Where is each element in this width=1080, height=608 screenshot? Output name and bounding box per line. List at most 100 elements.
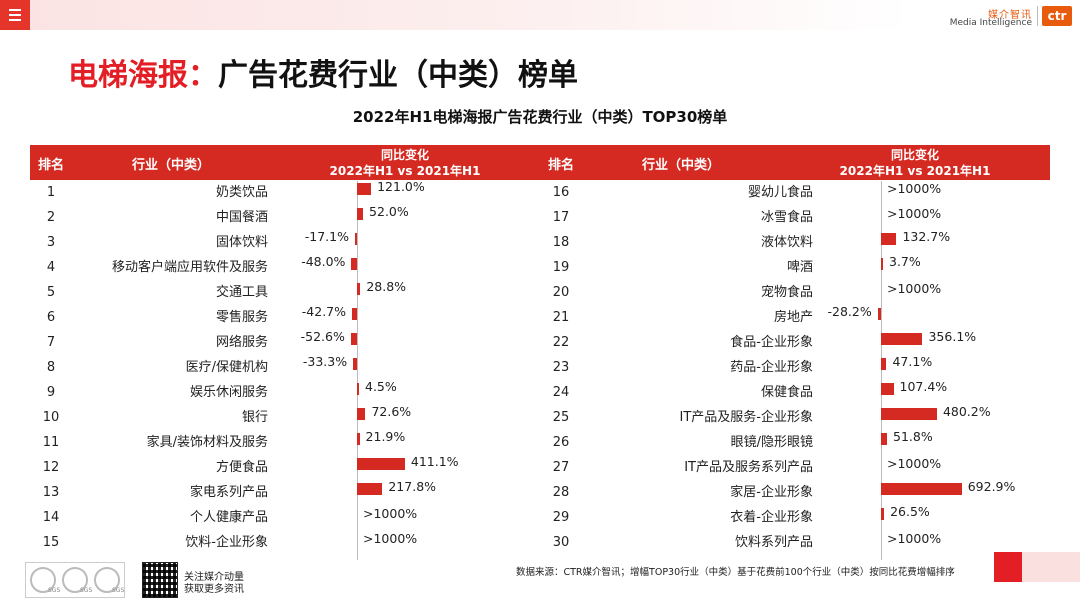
- page-title: 电梯海报：广告花费行业（中类）榜单: [68, 50, 578, 94]
- rank-label: 18: [552, 235, 570, 250]
- col-change-right-line2: 2022年H1 vs 2021年H1: [839, 164, 991, 178]
- value-label: 121.0%: [377, 179, 425, 194]
- industry-label: 网络服务: [215, 335, 268, 350]
- rank-label: 3: [46, 235, 56, 250]
- industry-label: 方便食品: [215, 460, 268, 475]
- value-label: -42.7%: [301, 304, 347, 319]
- value-label: >1000%: [363, 506, 418, 521]
- industry-label: 家居-企业形象: [730, 485, 813, 500]
- logo-en: Media Intelligence: [949, 18, 1032, 28]
- col-change-right-line1: 同比变化: [890, 148, 939, 162]
- certification-badges: SGS SGS SGS: [25, 562, 125, 598]
- data-bar: [881, 333, 923, 345]
- value-label: 411.1%: [410, 454, 459, 469]
- industry-label: 啤酒: [786, 260, 813, 275]
- data-bar: [881, 508, 885, 520]
- industry-label: 婴幼儿食品: [747, 185, 813, 200]
- industry-label: 食品-企业形象: [730, 335, 813, 350]
- ctr-logo: ctr: [1042, 6, 1072, 26]
- col-industry-left: 行业（中类）: [132, 158, 211, 173]
- data-bar: [357, 283, 361, 295]
- rank-label: 20: [552, 285, 570, 300]
- col-industry-right: 行业（中类）: [642, 158, 721, 173]
- value-label: 28.8%: [366, 279, 407, 294]
- value-label: 72.6%: [371, 404, 412, 419]
- rank-label: 27: [552, 460, 570, 475]
- rank-label: 21: [552, 310, 570, 325]
- industry-label: 医疗/保健机构: [185, 360, 268, 375]
- qr-code-icon[interactable]: [142, 562, 178, 598]
- data-bar: [353, 358, 357, 370]
- data-bar: [881, 383, 894, 395]
- rank-label: 29: [552, 510, 570, 525]
- sgs-badge-icon: [62, 567, 88, 593]
- page-title-highlight: 电梯海报：: [68, 58, 218, 93]
- chart-title: 2022年H1电梯海报广告花费行业（中类）TOP30榜单: [352, 108, 728, 126]
- data-bar: [881, 433, 888, 445]
- sgs-badge-icon: [94, 567, 120, 593]
- industry-label: 饮料系列产品: [734, 535, 813, 550]
- industry-label: 家电系列产品: [189, 485, 268, 500]
- rank-label: 6: [46, 310, 56, 325]
- value-label: -17.1%: [304, 229, 349, 244]
- logo-divider: [1037, 6, 1038, 26]
- data-bar: [357, 383, 359, 395]
- value-label: >1000%: [887, 206, 942, 221]
- rank-label: 15: [42, 535, 60, 550]
- col-change-left-line2: 2022年H1 vs 2021年H1: [329, 164, 481, 178]
- value-label: 52.0%: [369, 204, 409, 219]
- rank-label: 23: [552, 360, 570, 375]
- data-source: 数据来源：CTR媒介智讯；增幅TOP30行业（中类）基于花费前100个行业（中类…: [516, 567, 955, 578]
- industry-label: 饮料-企业形象: [185, 535, 268, 550]
- value-label: 356.1%: [928, 329, 977, 344]
- col-change-left: 同比变化 2022年H1 vs 2021年H1: [325, 147, 485, 179]
- data-bar: [357, 458, 405, 470]
- data-bar: [881, 233, 897, 245]
- badge-label: SGS: [80, 587, 93, 594]
- data-bar: [357, 408, 366, 420]
- value-label: >1000%: [887, 531, 942, 546]
- data-bar: [877, 308, 881, 320]
- value-label: 26.5%: [890, 504, 930, 519]
- value-label: -48.0%: [301, 254, 346, 269]
- rank-label: 10: [42, 410, 60, 425]
- rank-label: 24: [552, 385, 570, 400]
- decor-pink-block: [1022, 552, 1080, 582]
- zero-axis-line: [357, 181, 358, 560]
- industry-label: 零售服务: [215, 310, 268, 325]
- col-change-right: 同比变化 2022年H1 vs 2021年H1: [835, 147, 995, 179]
- page-title-rest: 广告花费行业（中类）榜单: [218, 58, 578, 93]
- value-label: 21.9%: [365, 429, 406, 444]
- rank-label: 16: [552, 185, 570, 200]
- value-label: 3.7%: [889, 254, 921, 269]
- industry-label: 固体饮料: [215, 235, 268, 250]
- rank-label: 2: [46, 210, 56, 225]
- industry-label: 药品-企业形象: [730, 360, 813, 375]
- industry-label: 眼镜/隐形眼镜: [730, 435, 813, 450]
- badge-label: SGS: [112, 587, 125, 594]
- industry-label: 房地产: [773, 310, 813, 325]
- data-bar: [357, 183, 372, 195]
- col-rank-left: 排名: [38, 158, 65, 173]
- industry-label: 冰雪食品: [760, 210, 813, 225]
- top-bar: 媒介智讯 Media Intelligence ctr: [0, 0, 1080, 30]
- rank-label: 1: [46, 185, 56, 200]
- value-label: 107.4%: [899, 379, 948, 394]
- value-label: -28.2%: [827, 304, 872, 319]
- industry-label: 中国餐酒: [215, 210, 268, 225]
- data-bar: [881, 408, 937, 420]
- rank-label: 19: [552, 260, 570, 275]
- industry-label: 液体饮料: [760, 235, 813, 250]
- value-label: >1000%: [363, 531, 418, 546]
- rank-label: 25: [552, 410, 570, 425]
- menu-icon[interactable]: [0, 0, 30, 30]
- value-label: -33.3%: [302, 354, 348, 369]
- industry-label: 家具/装饰材料及服务: [146, 435, 268, 450]
- data-bar: [357, 433, 360, 445]
- qr-caption-line1: 关注媒介动量: [184, 572, 244, 583]
- header-strip: [30, 0, 910, 30]
- rank-label: 17: [552, 210, 570, 225]
- logo-cn: 媒介智讯: [988, 10, 1032, 21]
- value-label: -52.6%: [300, 329, 345, 344]
- industry-label: 交通工具: [215, 285, 268, 300]
